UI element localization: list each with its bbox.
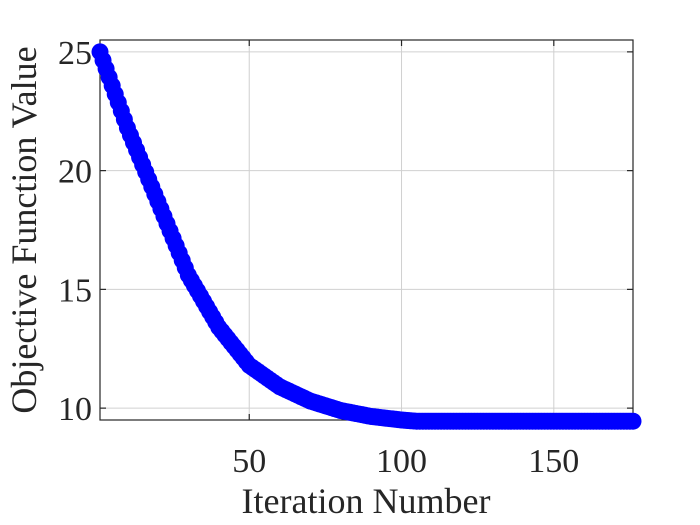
tick-labels: 50 100 150 10 15 20 25 xyxy=(58,35,579,480)
x-axis-label: Iteration Number xyxy=(242,481,491,521)
grid xyxy=(100,40,633,420)
x-tick-label: 50 xyxy=(232,443,266,480)
y-tick-label: 20 xyxy=(58,154,92,191)
data-series xyxy=(91,43,642,430)
plot-area-frame xyxy=(99,39,634,421)
y-tick-label: 25 xyxy=(58,35,92,72)
y-tick-label: 15 xyxy=(58,272,92,309)
y-tick-label: 10 xyxy=(58,391,92,428)
data-point xyxy=(624,412,642,430)
x-tick-label: 100 xyxy=(376,443,427,480)
x-tick-label: 150 xyxy=(528,443,579,480)
y-axis-label: Objective Function Value xyxy=(4,46,44,413)
axis-ticks xyxy=(100,40,633,420)
